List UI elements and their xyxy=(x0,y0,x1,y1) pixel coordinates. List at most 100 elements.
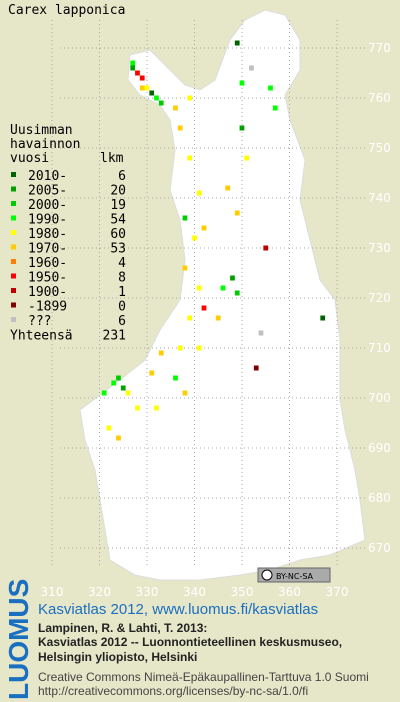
legend-total-label: Yhteensä xyxy=(10,329,73,344)
y-tick-label: 670 xyxy=(368,541,391,555)
occurrence xyxy=(149,90,155,96)
legend-swatch xyxy=(11,244,16,250)
occurrence xyxy=(139,75,145,81)
occurrence xyxy=(234,40,240,46)
license: Creative Commons Nimeä-Epäkaupallinen-Ta… xyxy=(38,670,369,684)
occurrence xyxy=(272,105,278,111)
occurrence xyxy=(173,375,178,381)
legend-swatch xyxy=(11,288,16,293)
y-tick-label: 680 xyxy=(368,491,391,505)
citation: Kasviatlas 2012 -- Luonnontieteellinen k… xyxy=(38,635,342,649)
occurrence xyxy=(182,265,188,271)
occurrence xyxy=(201,305,207,311)
legend-count: 19 xyxy=(110,198,126,213)
occurrence xyxy=(101,390,107,396)
occurrence xyxy=(192,235,197,241)
legend-swatch xyxy=(11,201,16,206)
legend-label: 1960- xyxy=(28,256,67,271)
legend-count: 6 xyxy=(118,314,126,329)
citation: Lampinen, R. & Lahti, T. 2013: xyxy=(38,621,207,635)
occurrence xyxy=(106,425,112,431)
legend-label: 1970- xyxy=(28,242,67,257)
legend-heading: vuosi xyxy=(10,151,49,166)
legend-count: 4 xyxy=(118,256,126,271)
legend-label: 2010- xyxy=(28,169,67,184)
y-tick-label: 770 xyxy=(368,41,391,55)
legend-count: 20 xyxy=(110,184,126,199)
legend-swatch xyxy=(11,273,16,279)
occurrence xyxy=(234,290,240,296)
legend-label: -1899 xyxy=(28,300,67,315)
y-tick-label: 740 xyxy=(368,191,391,205)
legend-label: 2005- xyxy=(28,184,67,199)
legend-count: 1 xyxy=(118,285,126,300)
y-tick-label: 730 xyxy=(368,241,391,255)
y-tick-label: 760 xyxy=(368,91,391,105)
occurrence xyxy=(177,345,183,351)
link[interactable]: Kasviatlas 2012, www.luomus.fi/kasviatla… xyxy=(38,601,318,618)
occurrence xyxy=(135,405,140,411)
y-tick-label: 690 xyxy=(368,441,391,455)
occurrence xyxy=(230,275,235,281)
y-tick-label: 720 xyxy=(368,291,391,305)
occurrence xyxy=(220,285,226,291)
cc-badge-text: BY-NC-SA xyxy=(276,572,314,581)
occurrence xyxy=(116,435,121,441)
legend-count: 53 xyxy=(110,242,126,257)
legend-count: 8 xyxy=(118,271,126,286)
legend-swatch xyxy=(11,317,16,322)
y-tick-label: 710 xyxy=(368,341,391,355)
occurrence xyxy=(196,285,202,291)
citation: Helsingin yliopisto, Helsinki xyxy=(38,650,197,664)
occurrence xyxy=(120,385,126,391)
occurrence xyxy=(154,95,159,101)
occurrence xyxy=(249,65,254,71)
x-tick-label: 360 xyxy=(278,585,301,599)
legend-count: 60 xyxy=(110,227,126,242)
legend-label: ??? xyxy=(28,314,51,329)
occurrence xyxy=(187,315,193,321)
brand: LUOMUS xyxy=(3,579,34,700)
occurrence xyxy=(177,125,183,131)
occurrence xyxy=(263,245,269,251)
legend-swatch xyxy=(11,259,16,264)
occurrence xyxy=(125,390,131,396)
x-tick-label: 310 xyxy=(41,585,64,599)
map-outline xyxy=(79,9,366,581)
occurrence xyxy=(253,365,259,371)
occurrence xyxy=(144,85,150,91)
occurrence xyxy=(320,315,326,321)
license: http://creativecommons.org/licenses/by-n… xyxy=(38,684,308,698)
legend-label: 2000- xyxy=(28,198,67,213)
occurrence xyxy=(111,380,117,386)
legend-label: 1950- xyxy=(28,271,67,286)
occurrence xyxy=(158,100,164,106)
occurrence xyxy=(130,65,136,71)
occurrence xyxy=(215,315,221,321)
y-tick-label: 750 xyxy=(368,141,391,155)
occurrence xyxy=(158,350,164,356)
legend-label: 1980- xyxy=(28,227,67,242)
occurrence xyxy=(187,95,193,101)
x-tick-label: 370 xyxy=(326,585,349,599)
occurrence xyxy=(116,375,121,381)
y-tick-label: 700 xyxy=(368,391,391,405)
occurrence xyxy=(154,405,159,411)
cc-badge: BY-NC-SA xyxy=(257,567,331,583)
legend-heading: Uusimman xyxy=(10,123,73,138)
occurrence xyxy=(139,85,145,91)
occurrence xyxy=(130,60,136,66)
legend-swatch xyxy=(11,172,16,177)
legend-swatch xyxy=(11,186,16,192)
occurrence xyxy=(244,155,250,161)
x-tick-label: 330 xyxy=(136,585,159,599)
occurrence xyxy=(234,210,240,216)
legend-count: 54 xyxy=(110,213,126,228)
x-tick-label: 320 xyxy=(88,585,111,599)
occurrence xyxy=(196,345,202,351)
occurrence xyxy=(149,370,155,376)
occurrence xyxy=(201,225,207,231)
occurrence xyxy=(182,390,188,396)
species-title: Carex lapponica xyxy=(8,3,125,18)
